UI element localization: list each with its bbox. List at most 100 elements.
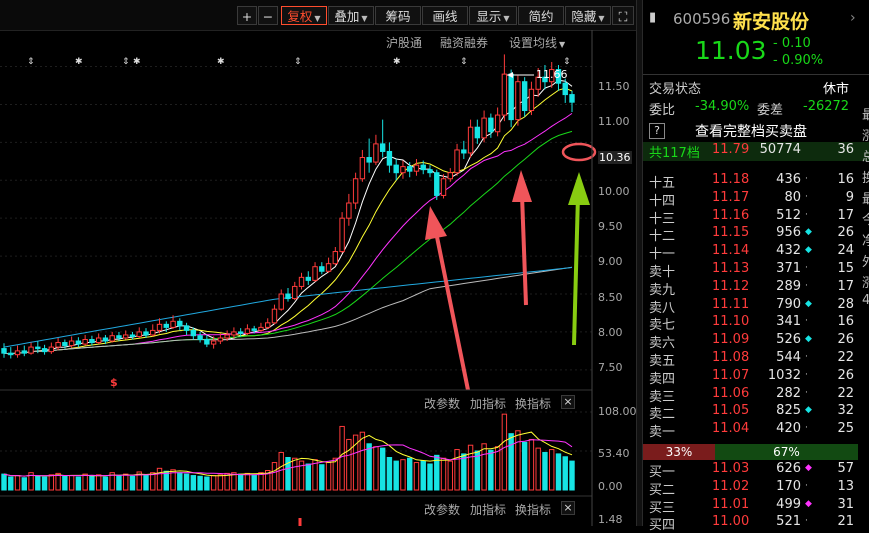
sell-level-row[interactable]: 卖八 11.11 790 ◆ 28 [643, 297, 869, 316]
sell-level-row[interactable]: 卖二 11.05 825 ◆ 32 [643, 403, 869, 422]
volume-bar [55, 472, 61, 491]
sell-level-row[interactable]: 卖十 11.13 371 · 15 [643, 261, 869, 280]
side-column-char: 4 [862, 293, 869, 308]
panel-splitter[interactable] [636, 0, 643, 526]
chevron-right-icon[interactable]: › [850, 10, 856, 26]
total-levels-vol: 50774 [759, 142, 801, 157]
level-volume: 626 [776, 461, 801, 476]
level-count: 9 [845, 189, 854, 205]
edit-params-link-2[interactable]: 改参数 [424, 503, 461, 517]
candle-body [461, 149, 467, 154]
level-price: 11.03 [712, 461, 750, 476]
event-marker: ⇕ [294, 57, 302, 67]
close-icon[interactable]: × [561, 501, 575, 515]
menu-icon[interactable]: ▮ [649, 10, 657, 25]
candle-body [379, 143, 386, 152]
switch-indicator-link-2[interactable]: 换指标 [515, 503, 552, 517]
hk-connect-link[interactable]: 沪股通 [386, 36, 423, 50]
volume-bar [244, 472, 251, 491]
volume-bar [440, 457, 447, 491]
buy-level-row[interactable]: 买三 11.01 499 ◆ 31 [643, 497, 869, 516]
overlay-dropdown[interactable]: 叠加 ▼ [328, 6, 374, 25]
simple-mode-button[interactable]: 简约 [518, 6, 564, 25]
stock-code: 600596 [673, 10, 731, 28]
restore-rights-dropdown[interactable]: 复权 ▼ [281, 6, 327, 25]
sell-level-row[interactable]: 十三 11.16 512 · 17 [643, 208, 869, 227]
sell-level-row[interactable]: 十四 11.17 80 · 9 [643, 190, 869, 209]
candle-body [440, 178, 447, 196]
overlay-label: 叠加 [334, 9, 360, 24]
display-label: 显示 [476, 9, 502, 24]
close-icon[interactable]: × [561, 395, 575, 409]
buy-level-row[interactable]: 买四 11.00 521 · 21 [643, 514, 869, 533]
display-dropdown[interactable]: 显示 ▼ [469, 6, 517, 25]
candle-body [21, 350, 27, 354]
candle-body [237, 331, 244, 334]
sell-level-row[interactable]: 卖一 11.04 420 · 25 [643, 421, 869, 440]
level-label: 十三 [649, 211, 676, 227]
side-column-char: 今 [862, 213, 869, 228]
peak-arrowhead [507, 72, 513, 78]
volume-bar [170, 469, 176, 491]
volume-bar [494, 446, 501, 491]
sell-level-row[interactable]: 卖四 11.07 1032 · 26 [643, 368, 869, 387]
level-volume: 170 [776, 478, 801, 494]
candle-body [359, 157, 366, 180]
volume-bar [136, 471, 142, 491]
buy-ratio-bar: 67% [715, 444, 858, 460]
sell-level-row[interactable]: 卖三 11.06 282 · 22 [643, 386, 869, 405]
sell-level-row[interactable]: 十二 11.15 956 ◆ 26 [643, 225, 869, 244]
event-marker: ⇕ [122, 57, 130, 67]
zoom-in-button[interactable]: + [237, 6, 257, 25]
volume-bar [488, 449, 494, 491]
edit-params-link[interactable]: 改参数 [424, 397, 461, 411]
ma-settings-dropdown[interactable]: 设置均线 ▼ [509, 34, 565, 51]
zoom-out-button[interactable]: − [258, 6, 278, 25]
sell-level-row[interactable]: 卖六 11.09 526 ◆ 26 [643, 332, 869, 351]
buy-level-row[interactable]: 买一 11.03 626 ◆ 57 [643, 461, 869, 480]
sell-level-row[interactable]: 十一 11.14 432 ◆ 24 [643, 243, 869, 262]
sell-level-row[interactable]: 卖九 11.12 289 · 17 [643, 279, 869, 298]
margin-trading-link[interactable]: 融资融券 [440, 36, 489, 50]
candle-body [197, 335, 203, 341]
volume-tick: 53.40 [598, 447, 630, 460]
draw-line-button[interactable]: 画线 [422, 6, 468, 25]
volume-bar [68, 475, 75, 491]
sell-level-row[interactable]: 卖七 11.10 341 · 16 [643, 314, 869, 333]
sell-level-row[interactable]: 十五 11.18 436 · 16 [643, 172, 869, 191]
weicha-value: -26272 [803, 99, 850, 114]
level-count: 22 [837, 385, 854, 401]
switch-indicator-link[interactable]: 换指标 [515, 397, 552, 411]
level-count: 28 [837, 296, 854, 312]
add-indicator-link-2[interactable]: 加指标 [470, 503, 507, 517]
buy-level-row[interactable]: 买二 11.02 170 · 13 [643, 479, 869, 498]
kline-chart[interactable]: ⇕ ✱ ⇕ ✱ ✱ ⇕ ✱ ⇕ ⇕ 11.66 $ [0, 0, 640, 526]
price-tick: 11.00 [598, 115, 630, 128]
add-indicator-link[interactable]: 加指标 [470, 397, 507, 411]
volume-bar [373, 446, 379, 491]
volume-bar [231, 472, 237, 491]
candle-body [231, 331, 237, 336]
moving-averages [3, 79, 573, 355]
level-marker-icon: · [805, 209, 808, 220]
volume-bar [14, 475, 21, 491]
volume-bar [265, 470, 271, 491]
ma30-line [3, 130, 573, 355]
candle-body [488, 117, 494, 133]
volume-bar [312, 459, 318, 491]
help-icon[interactable]: ? [649, 123, 665, 139]
hide-label: 隐藏 [571, 9, 597, 24]
level-count: 16 [837, 172, 854, 187]
level-price: 11.10 [712, 314, 750, 330]
chips-button[interactable]: 筹码 [375, 6, 421, 25]
price-change: - 0.10 [773, 36, 811, 51]
level-count: 16 [837, 314, 854, 330]
fullscreen-icon[interactable]: ⛶ [612, 6, 634, 25]
price-change-pct: - 0.90% [773, 53, 824, 68]
volume-bar [339, 425, 345, 491]
full-order-book-link[interactable]: 查看完整档买卖盘 [695, 124, 807, 140]
sell-level-row[interactable]: 卖五 11.08 544 · 22 [643, 350, 869, 369]
candle-body [35, 346, 41, 350]
hide-dropdown[interactable]: 隐藏 ▼ [565, 6, 611, 25]
level-count: 26 [837, 332, 854, 348]
